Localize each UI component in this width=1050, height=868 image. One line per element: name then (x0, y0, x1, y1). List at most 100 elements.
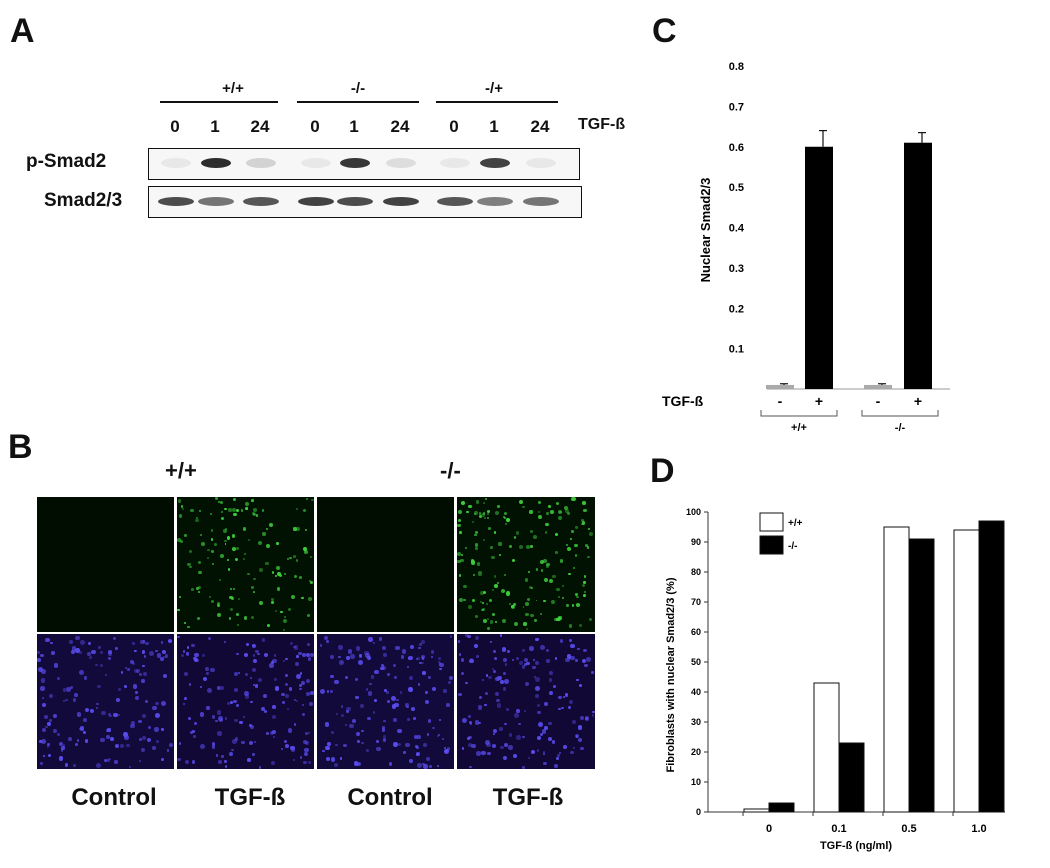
cell-nucleus (284, 616, 287, 619)
cell-nucleus (302, 653, 307, 658)
cell-nucleus (124, 735, 129, 740)
cell-nucleus (591, 671, 594, 674)
cell-nucleus (224, 543, 227, 546)
cell-nucleus (355, 695, 359, 700)
cell-nucleus (178, 499, 182, 503)
blot-band (158, 197, 194, 206)
cell-nucleus (161, 728, 164, 731)
cell-nucleus (304, 741, 309, 746)
cell-nucleus (494, 621, 497, 624)
cell-nucleus (329, 654, 334, 659)
cell-nucleus (200, 744, 206, 750)
cell-nucleus (236, 508, 240, 512)
cell-nucleus (403, 751, 406, 754)
cell-nucleus (248, 740, 254, 746)
cell-nucleus (584, 663, 588, 668)
cell-nucleus (285, 657, 288, 661)
cell-nucleus (228, 752, 233, 757)
cell-nucleus (589, 617, 593, 621)
cell-nucleus (135, 668, 140, 673)
cell-nucleus (108, 656, 112, 661)
cell-nucleus (291, 594, 296, 599)
cell-nucleus (356, 731, 361, 737)
cell-nucleus (391, 696, 396, 701)
cell-nucleus (472, 573, 476, 577)
cell-nucleus (200, 542, 205, 546)
cell-nucleus (240, 509, 244, 512)
cell-nucleus (477, 705, 483, 710)
cell-nucleus (186, 652, 190, 656)
cell-nucleus (545, 649, 549, 653)
cell-nucleus (138, 672, 143, 677)
cell-nucleus (276, 541, 279, 545)
cell-nucleus (84, 739, 89, 743)
cell-nucleus (198, 509, 201, 512)
cell-nucleus (189, 730, 194, 735)
cell-nucleus (41, 703, 46, 707)
cell-nucleus (58, 756, 64, 761)
cell-nucleus (558, 695, 562, 700)
cell-nucleus (361, 729, 364, 733)
cell-nucleus (515, 734, 521, 740)
panel-label-d: D (650, 452, 675, 490)
cell-nucleus (338, 659, 344, 665)
cell-nucleus (504, 679, 510, 684)
cell-nucleus (483, 502, 486, 504)
cell-nucleus (211, 742, 216, 746)
cell-nucleus (583, 649, 587, 653)
cell-nucleus (188, 550, 192, 554)
blot-band (437, 197, 473, 206)
cell-nucleus (232, 738, 238, 744)
cell-nucleus (457, 560, 461, 564)
cell-nucleus (325, 722, 330, 727)
cell-nucleus (79, 670, 85, 676)
cell-nucleus (565, 693, 569, 697)
cell-nucleus (184, 760, 189, 765)
cell-nucleus (540, 733, 544, 737)
cell-nucleus (252, 683, 255, 686)
cell-nucleus (493, 575, 497, 578)
cell-nucleus (61, 746, 65, 750)
blot-band (246, 158, 276, 168)
cell-nucleus (135, 691, 139, 695)
cell-nucleus (513, 713, 519, 718)
cell-nucleus (443, 746, 447, 750)
cell-nucleus (304, 732, 308, 736)
cell-nucleus (270, 730, 275, 735)
cell-nucleus (463, 584, 468, 589)
cell-nucleus (95, 663, 98, 667)
blot-band (526, 158, 556, 168)
cell-nucleus (391, 704, 396, 709)
cell-nucleus (73, 692, 78, 697)
cell-nucleus (249, 724, 252, 727)
blot-band (301, 158, 331, 168)
cell-nucleus (293, 723, 297, 726)
cell-nucleus (492, 667, 495, 671)
genotype-label: +/+ (165, 458, 197, 483)
legend-label: +/+ (788, 518, 803, 529)
cell-nucleus (289, 641, 293, 646)
cell-nucleus (506, 591, 511, 596)
legend-label: -/- (788, 541, 797, 552)
cell-nucleus (468, 720, 473, 724)
cell-nucleus (525, 612, 529, 617)
cell-nucleus (104, 759, 108, 762)
cell-nucleus (574, 733, 580, 739)
cell-nucleus (234, 557, 238, 561)
cell-nucleus (73, 763, 77, 767)
cell-nucleus (549, 509, 554, 514)
cell-nucleus (40, 686, 45, 691)
cell-nucleus (552, 574, 556, 578)
cell-nucleus (418, 646, 421, 649)
cell-nucleus (345, 723, 348, 726)
cell-nucleus (160, 700, 166, 706)
cell-nucleus (474, 542, 479, 547)
cell-nucleus (383, 653, 388, 658)
cell-nucleus (534, 618, 538, 623)
cell-nucleus (483, 619, 488, 624)
cell-nucleus (484, 497, 488, 501)
cell-nucleus (536, 749, 540, 752)
cell-nucleus (205, 667, 210, 672)
cell-nucleus (500, 745, 504, 749)
cell-nucleus (499, 634, 503, 637)
